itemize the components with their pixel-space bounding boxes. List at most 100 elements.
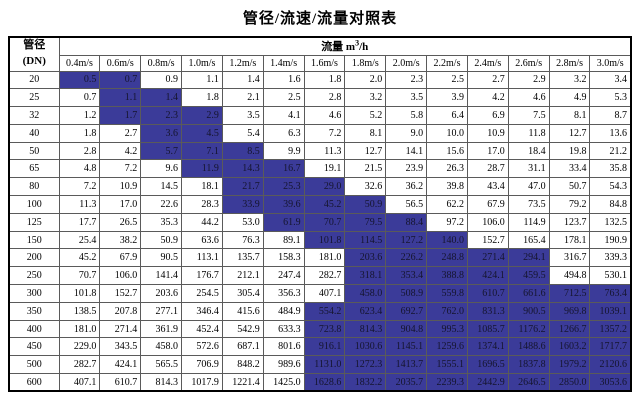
flow-cell: 54.3 — [589, 177, 632, 197]
flow-cell: 15.6 — [426, 141, 468, 161]
flow-cell: 2.5 — [426, 70, 468, 90]
flow-cell-highlighted: 2646.5 — [507, 373, 550, 392]
flow-cell: 18.4 — [507, 141, 550, 161]
flow-cell-highlighted: 623.4 — [344, 301, 387, 321]
flow-cell: 3.2 — [344, 88, 387, 108]
flow-cell: 5.3 — [589, 88, 632, 108]
flow-cell-highlighted: 8.5 — [221, 141, 264, 161]
flow-cell: 282.7 — [58, 355, 101, 375]
flow-cell: 2.7 — [99, 123, 142, 143]
flow-cell-highlighted: 1628.6 — [303, 373, 346, 392]
flow-cell: 3.4 — [589, 70, 632, 90]
flow-cell-highlighted: 1131.0 — [303, 355, 346, 375]
flow-cell: 339.3 — [589, 248, 632, 268]
flow-cell: 3.9 — [426, 88, 468, 108]
flow-cell: 56.5 — [385, 195, 428, 214]
flow-cell: 2.8 — [303, 88, 346, 108]
flow-cell: 9.9 — [262, 141, 305, 161]
flow-cell: 1.8 — [181, 88, 223, 108]
flow-cell-highlighted: 1272.3 — [344, 355, 387, 375]
flow-cell: 247.4 — [262, 266, 305, 286]
flow-cell: 84.8 — [589, 195, 632, 214]
table-row: 500 282.7 424.1 565.5 706.9 848.2 989.6 1131.0 1… — [8, 355, 632, 375]
table-row: 600 407.1 610.7 814.3 1017.9 1221.4 1425.0 1628… — [8, 373, 632, 392]
dn-cell: 200 — [8, 248, 60, 268]
flow-cell-highlighted: 79.5 — [344, 212, 387, 232]
flow-cell: 152.7 — [99, 284, 142, 303]
flow-cell-highlighted: 4.5 — [181, 123, 223, 143]
flow-cell: 181.0 — [58, 319, 101, 339]
flow-cell-highlighted: 2035.7 — [385, 373, 428, 392]
flow-cell: 565.5 — [140, 355, 183, 375]
flow-cell-highlighted: 712.5 — [548, 284, 591, 303]
flow-cell: 152.7 — [466, 230, 509, 250]
flow-cell-highlighted: 2239.3 — [426, 373, 468, 392]
flow-cell: 12.7 — [344, 141, 387, 161]
flow-cell: 4.8 — [58, 159, 101, 179]
flow-cell-highlighted: 1.7 — [99, 106, 142, 125]
flow-rate-header-text: 流量 m — [321, 41, 356, 54]
table-row: 350 138.5 207.8 277.1 346.4 415.6 484.9 554.2 62… — [8, 301, 632, 321]
flow-cell: 165.4 — [507, 230, 550, 250]
flow-cell: 89.1 — [262, 230, 305, 250]
flow-cell-highlighted: 271.4 — [466, 248, 509, 268]
flow-cell-highlighted: 1603.2 — [548, 337, 591, 357]
flow-cell: 38.2 — [99, 230, 142, 250]
flow-cell: 47.0 — [507, 177, 550, 197]
flow-cell-highlighted: 1.1 — [99, 88, 142, 108]
flow-cell: 2.8 — [58, 141, 101, 161]
flow-cell: 17.7 — [58, 212, 101, 232]
flow-cell-highlighted: 203.6 — [344, 248, 387, 268]
table-row: 50 2.8 4.2 5.7 7.1 8.5 9.9 11.3 12.7 14.1 15.6 17.0… — [8, 141, 632, 161]
flow-cell-highlighted: 1413.7 — [385, 355, 428, 375]
flow-cell: 21.2 — [589, 141, 632, 161]
dn-cell: 20 — [8, 70, 60, 90]
flow-cell: 6.9 — [466, 106, 509, 125]
flow-cell: 19.1 — [303, 159, 346, 179]
flow-cell-highlighted: 11.9 — [181, 159, 223, 179]
flow-cell: 494.8 — [548, 266, 591, 286]
flow-cell-highlighted: 0.5 — [58, 70, 101, 90]
velocity-header: 3.0m/s — [589, 54, 632, 72]
velocity-header: 2.8m/s — [548, 54, 591, 72]
flow-cell: 1.6 — [262, 70, 305, 90]
flow-cell: 67.9 — [99, 248, 142, 268]
flow-cell-highlighted: 1145.1 — [385, 337, 428, 357]
flow-cell-highlighted: 459.5 — [507, 266, 550, 286]
flow-cell: 254.5 — [181, 284, 223, 303]
flow-cell-highlighted: 610.7 — [466, 284, 509, 303]
flow-cell: 687.1 — [221, 337, 264, 357]
table-row: 80 7.2 10.9 14.5 18.1 21.7 25.3 29.0 32.6 36.2 39.… — [8, 177, 632, 197]
flow-cell: 3.5 — [385, 88, 428, 108]
flow-cell: 316.7 — [548, 248, 591, 268]
flow-cell: 3.5 — [221, 106, 264, 125]
flow-cell-highlighted: 1.4 — [140, 88, 183, 108]
flow-cell-highlighted: 1176.2 — [507, 319, 550, 339]
flow-cell: 132.5 — [589, 212, 632, 232]
flow-cell: 22.6 — [140, 195, 183, 214]
flow-cell: 2.7 — [466, 70, 509, 90]
dn-cell: 250 — [8, 266, 60, 286]
dn-cell: 50 — [8, 141, 60, 161]
flow-cell-highlighted: 900.5 — [507, 301, 550, 321]
flow-cell-highlighted: 25.3 — [262, 177, 305, 197]
flow-cell: 424.1 — [99, 355, 142, 375]
velocity-header: 1.2m/s — [221, 54, 264, 72]
flow-cell-highlighted: 21.7 — [221, 177, 264, 197]
dn-cell: 600 — [8, 373, 60, 392]
table-row: 25 0.7 1.1 1.4 1.8 2.1 2.5 2.8 3.2 3.5 3.9 4.2 4.6 4.… — [8, 88, 632, 108]
flow-cell: 1221.4 — [221, 373, 264, 392]
pipe-flow-table: 管径 (DN) 流量 m3/h 0.4m/s 0.6m/s 0.8m/s 1.0m/s… — [8, 36, 632, 393]
flow-cell: 63.6 — [181, 230, 223, 250]
flow-cell: 3.2 — [548, 70, 591, 90]
table-row: 150 25.4 38.2 50.9 63.6 76.3 89.1 101.8 114.5 127… — [8, 230, 632, 250]
flow-cell-highlighted: 1266.7 — [548, 319, 591, 339]
table-row: 20 0.5 0.7 0.9 1.1 1.4 1.6 1.8 2.0 2.3 2.5 2.7 2.9 3.… — [8, 70, 632, 90]
flow-cell-highlighted: 70.7 — [303, 212, 346, 232]
flow-cell: 106.0 — [466, 212, 509, 232]
flow-cell: 101.8 — [58, 284, 101, 303]
flow-cell-highlighted: 14.3 — [221, 159, 264, 179]
flow-cell-highlighted: 692.7 — [385, 301, 428, 321]
flow-cell: 848.2 — [221, 355, 264, 375]
